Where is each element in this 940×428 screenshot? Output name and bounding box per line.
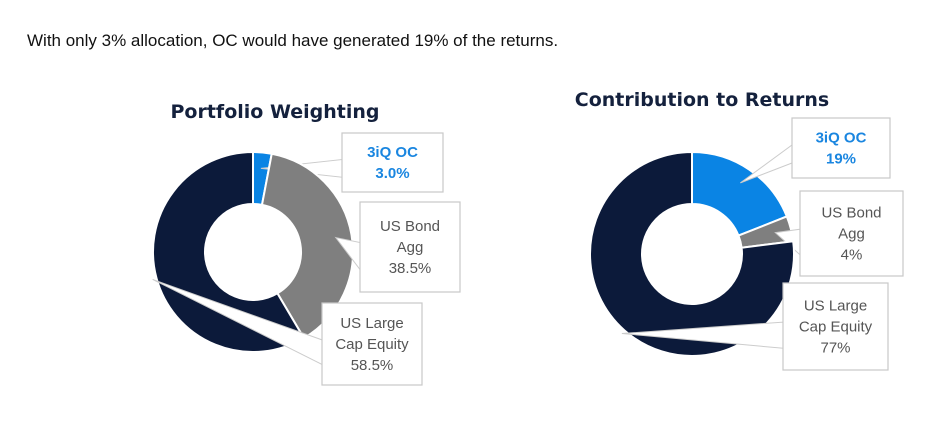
slice-label: US Large: [340, 315, 403, 332]
label-box-bond-agg: [799, 190, 904, 277]
label-box-bond-agg: [359, 201, 461, 293]
chart-title: Contribution to Returns: [575, 89, 830, 111]
slice-label: Cap Equity: [799, 319, 873, 336]
slice-large-cap-equity: [152, 150, 306, 353]
slice-label: US Bond: [821, 205, 881, 222]
slice-label: Cap Equity: [335, 336, 409, 353]
slice-label: Agg: [397, 239, 424, 256]
label-box-oc: [791, 117, 891, 179]
slice-label: 3iQ OC: [367, 144, 418, 161]
slice-value: 38.5%: [389, 260, 432, 277]
label-box-large-cap-equity: [321, 302, 423, 386]
slice-label: Agg: [838, 226, 865, 243]
slice-label: US Bond: [380, 218, 440, 235]
slice-large-cap-equity: [589, 150, 795, 357]
slice-value: 19%: [826, 151, 856, 168]
headline: With only 3% allocation, OC would have g…: [27, 31, 559, 50]
slice-value: 58.5%: [351, 357, 394, 374]
chart-title: Portfolio Weighting: [171, 101, 380, 123]
slice-label: 3iQ OC: [816, 130, 867, 147]
slice-label: US Large: [804, 298, 867, 315]
slice-value: 4%: [841, 247, 863, 264]
slice-value: 3.0%: [375, 165, 409, 182]
slice-bond-agg: [260, 152, 354, 340]
leader-line: [740, 144, 793, 184]
label-box-oc: [341, 132, 444, 193]
slice-value: 77%: [820, 340, 850, 357]
label-box-large-cap-equity: [782, 282, 889, 371]
